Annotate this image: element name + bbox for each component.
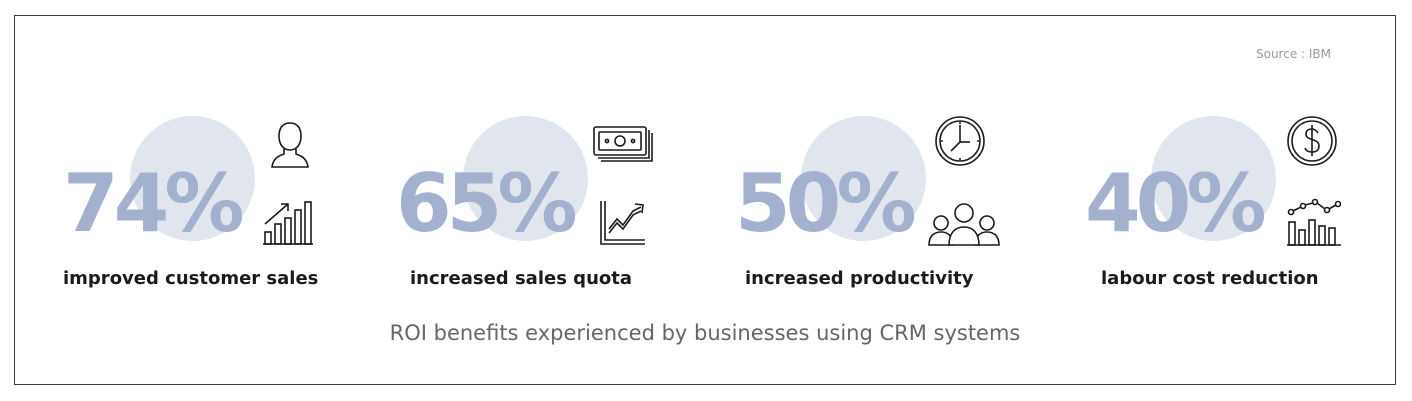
- stat-percentage: 50%: [735, 157, 916, 250]
- stat-background-circle: [1151, 116, 1276, 241]
- infographic-frame: Source : IBM 74% improved customer sales: [14, 15, 1396, 385]
- clock-icon: [934, 115, 986, 167]
- stat-background-circle: [130, 116, 255, 241]
- trend-line-chart-icon: [599, 199, 647, 247]
- team-icon: [928, 201, 1000, 247]
- dollar-coin-icon: [1286, 115, 1338, 167]
- stat-background-circle: [801, 116, 926, 241]
- source-note: Source : IBM: [1255, 47, 1331, 61]
- person-icon: [270, 120, 310, 170]
- stat-labour-cost-reduction: 40%: [1075, 16, 1405, 316]
- stat-label: increased productivity: [745, 268, 974, 289]
- chart-caption: ROI benefits experienced by businesses u…: [389, 321, 1021, 345]
- line-bar-chart-icon: [1287, 198, 1341, 248]
- stat-label: improved customer sales: [63, 268, 319, 289]
- stat-increased-productivity: 50% increased productivity: [725, 16, 1055, 316]
- stat-label: labour cost reduction: [1101, 268, 1319, 289]
- stat-improved-customer-sales: 74% improved customer sales: [55, 16, 385, 316]
- stat-label: increased sales quota: [410, 268, 632, 289]
- stat-percentage: 40%: [1085, 157, 1266, 250]
- stat-background-circle: [463, 116, 588, 241]
- stat-increased-sales-quota: 65% increased sales quota: [390, 16, 720, 316]
- banknotes-icon: [592, 124, 654, 164]
- stat-percentage: 74%: [63, 157, 244, 250]
- stat-percentage: 65%: [396, 157, 577, 250]
- growth-bar-chart-icon: [262, 198, 314, 246]
